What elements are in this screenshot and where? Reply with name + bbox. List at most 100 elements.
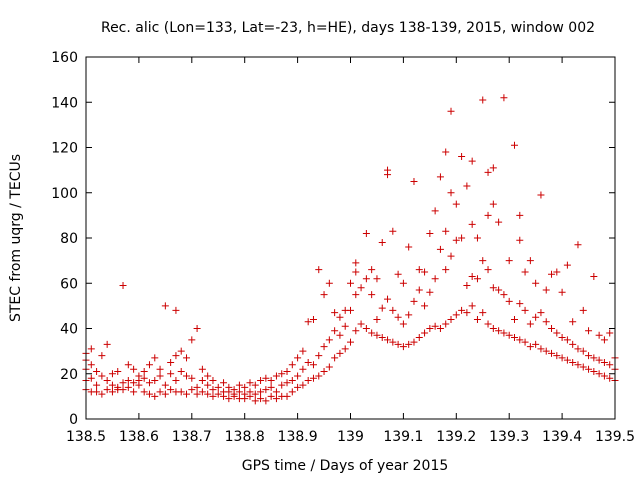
data-point: [463, 309, 471, 317]
x-tick-label: 138.5: [66, 429, 106, 445]
data-point: [579, 347, 587, 355]
data-point: [516, 211, 524, 219]
data-point: [500, 94, 508, 102]
data-point: [156, 365, 164, 373]
y-tick-label: 20: [60, 367, 78, 383]
data-point: [352, 259, 360, 267]
data-point: [526, 320, 534, 328]
data-point: [230, 386, 238, 394]
data-point: [183, 354, 191, 362]
data-point: [124, 361, 132, 369]
data-point: [574, 345, 582, 353]
data-point: [87, 374, 95, 382]
data-point: [309, 361, 317, 369]
data-point: [458, 234, 466, 242]
data-point: [495, 327, 503, 335]
data-point: [214, 390, 222, 398]
data-point: [362, 229, 370, 237]
y-tick-label: 140: [51, 95, 78, 111]
data-point: [484, 168, 492, 176]
data-point: [357, 284, 365, 292]
data-point: [315, 352, 323, 360]
data-point: [278, 381, 286, 389]
data-point: [352, 327, 360, 335]
data-point: [156, 388, 164, 396]
data-point: [410, 177, 418, 185]
data-point: [600, 358, 608, 366]
data-point: [590, 272, 598, 280]
data-point: [526, 257, 534, 265]
data-point: [563, 336, 571, 344]
data-point: [114, 383, 122, 391]
data-point: [500, 329, 508, 337]
data-point: [119, 386, 127, 394]
data-point: [267, 392, 275, 400]
data-point: [87, 345, 95, 353]
data-point: [119, 282, 127, 290]
data-point: [262, 397, 270, 405]
data-point: [489, 164, 497, 172]
data-point: [103, 340, 111, 348]
data-point: [431, 207, 439, 215]
data-point: [542, 318, 550, 326]
data-point: [145, 390, 153, 398]
data-point: [590, 367, 598, 375]
data-point: [177, 367, 185, 375]
data-point: [183, 372, 191, 380]
y-tick-label: 120: [51, 141, 78, 157]
data-point: [479, 96, 487, 104]
data-point: [595, 331, 603, 339]
data-point: [548, 270, 556, 278]
data-point: [378, 304, 386, 312]
data-point: [510, 315, 518, 323]
data-point: [161, 381, 169, 389]
data-point: [495, 218, 503, 226]
data-point: [167, 386, 175, 394]
data-point: [341, 345, 349, 353]
data-point: [294, 354, 302, 362]
data-point: [521, 268, 529, 276]
y-axis-label: STEC from uqrg / TECUs: [8, 154, 24, 322]
data-point: [426, 229, 434, 237]
data-point: [209, 392, 217, 400]
data-point: [532, 313, 540, 321]
data-point: [368, 329, 376, 337]
data-point: [394, 313, 402, 321]
data-point: [521, 306, 529, 314]
data-point: [484, 320, 492, 328]
data-point: [124, 377, 132, 385]
data-point: [484, 211, 492, 219]
data-point: [442, 227, 450, 235]
data-point: [98, 372, 106, 380]
data-point: [108, 381, 116, 389]
data-point: [257, 388, 265, 396]
data-point: [283, 367, 291, 375]
data-point: [183, 390, 191, 398]
data-point: [325, 279, 333, 287]
x-tick-label: 139.4: [542, 429, 582, 445]
data-point: [220, 379, 228, 387]
data-point: [283, 392, 291, 400]
data-point: [352, 291, 360, 299]
data-point: [278, 370, 286, 378]
data-point: [426, 288, 434, 296]
x-tick-label: 138.6: [119, 429, 159, 445]
data-point: [447, 315, 455, 323]
data-point: [436, 325, 444, 332]
data-point: [167, 358, 175, 366]
data-point: [320, 343, 328, 351]
data-point: [130, 388, 138, 396]
data-point: [151, 354, 159, 362]
data-point: [315, 266, 323, 274]
data-point: [283, 379, 291, 387]
data-point: [257, 377, 265, 385]
data-point: [569, 340, 577, 348]
data-point: [473, 234, 481, 242]
data-point: [325, 363, 333, 371]
data-point: [93, 388, 101, 396]
data-point: [489, 325, 497, 332]
data-point: [251, 397, 259, 405]
x-tick-label: 139.1: [383, 429, 423, 445]
data-point: [336, 349, 344, 357]
data-point: [347, 338, 354, 346]
